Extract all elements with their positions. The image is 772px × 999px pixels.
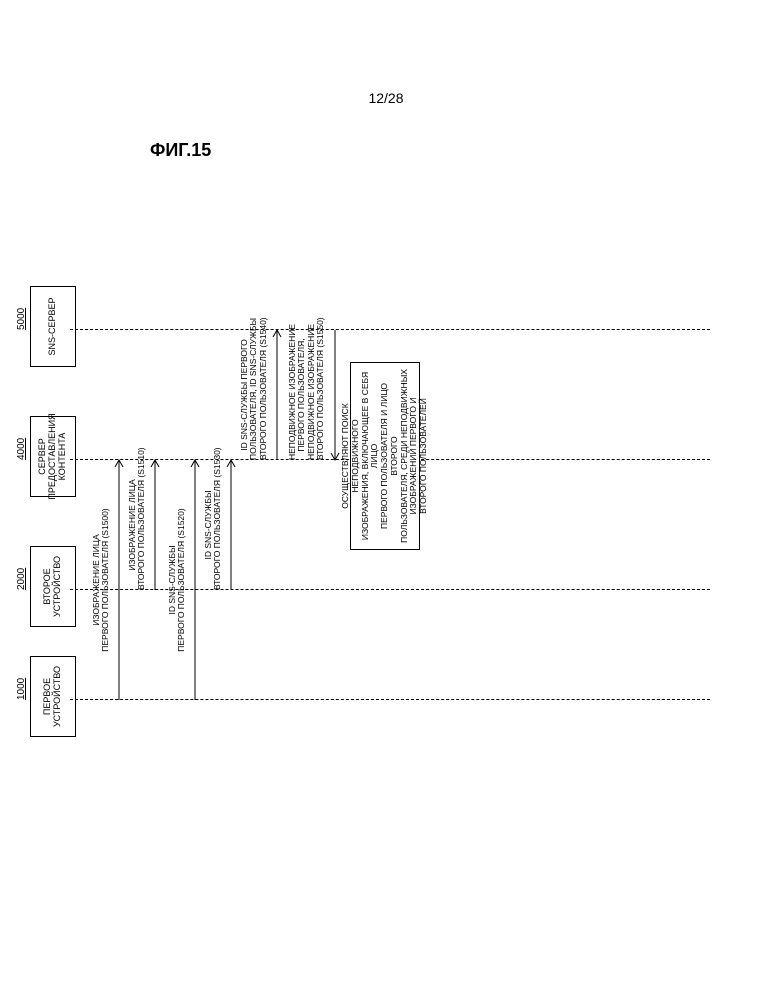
process-label: ОСУЩЕСТВЛЯЮТ ПОИСК НЕПОДВИЖНОГОИЗОБРАЖЕН… [341, 366, 429, 546]
participant-box-second-device: ВТОРОЕ УСТРОЙСТВО [30, 546, 76, 627]
arrow-s1500 [114, 460, 124, 700]
participant-box-first-device: ПЕРВОЕ УСТРОЙСТВО [30, 656, 76, 737]
msg-label-s1500: ИЗОБРАЖЕНИЕ ЛИЦАПЕРВОГО ПОЛЬЗОВАТЕЛЯ (S1… [92, 460, 111, 700]
figure-title: ФИГ.15 [150, 140, 211, 161]
participant-label: SNS-СЕРВЕР [48, 297, 58, 355]
page-number: 12/28 [0, 90, 772, 106]
participant-box-content-server: СЕРВЕР ПРЕДОСТАВЛЕНИЯ КОНТЕНТА [30, 416, 76, 497]
lifeline-1 [70, 699, 710, 700]
participant-num-2: 2000 [16, 568, 27, 590]
participant-label: ВТОРОЕ УСТРОЙСТВО [43, 549, 63, 624]
sequence-diagram: 1000 2000 4000 5000 ПЕРВОЕ УСТРОЙСТВО ВТ… [20, 290, 720, 730]
participant-label: СЕРВЕР ПРЕДОСТАВЛЕНИЯ КОНТЕНТА [38, 413, 68, 499]
participant-box-sns-server: SNS-СЕРВЕР [30, 286, 76, 367]
participant-num-1: 1000 [16, 678, 27, 700]
arrow-s1540 [272, 330, 282, 460]
lifeline-4 [70, 329, 710, 330]
participant-num-3: 4000 [16, 438, 27, 460]
msg-label-s1510: ИЗОБРАЖЕНИЕ ЛИЦАВТОРОГО ПОЛЬЗОВАТЕЛЯ (S1… [128, 460, 147, 590]
arrow-s1550 [330, 330, 340, 460]
msg-label-s1520: ID SNS-СЛУЖБЫПЕРВОГО ПОЛЬЗОВАТЕЛЯ (S1520… [168, 460, 187, 700]
arrow-s1510 [150, 460, 160, 590]
arrow-s1520 [190, 460, 200, 700]
arrow-s1530 [226, 460, 236, 590]
participant-num-4: 5000 [16, 308, 27, 330]
msg-label-s1530: ID SNS-СЛУЖБЫВТОРОГО ПОЛЬЗОВАТЕЛЯ (S1530… [204, 460, 223, 590]
msg-label-s1540: ID SNS-СЛУЖБЫ ПЕРВОГОПОЛЬЗОВАТЕЛЯ, ID SN… [240, 330, 268, 460]
lifeline-2 [70, 589, 710, 590]
process-box-search: ОСУЩЕСТВЛЯЮТ ПОИСК НЕПОДВИЖНОГОИЗОБРАЖЕН… [350, 362, 420, 550]
msg-label-s1550: НЕПОДВИЖНОЕ ИЗОБРАЖЕНИЕПЕРВОГО ПОЛЬЗОВАТ… [288, 330, 325, 460]
participant-label: ПЕРВОЕ УСТРОЙСТВО [43, 659, 63, 734]
